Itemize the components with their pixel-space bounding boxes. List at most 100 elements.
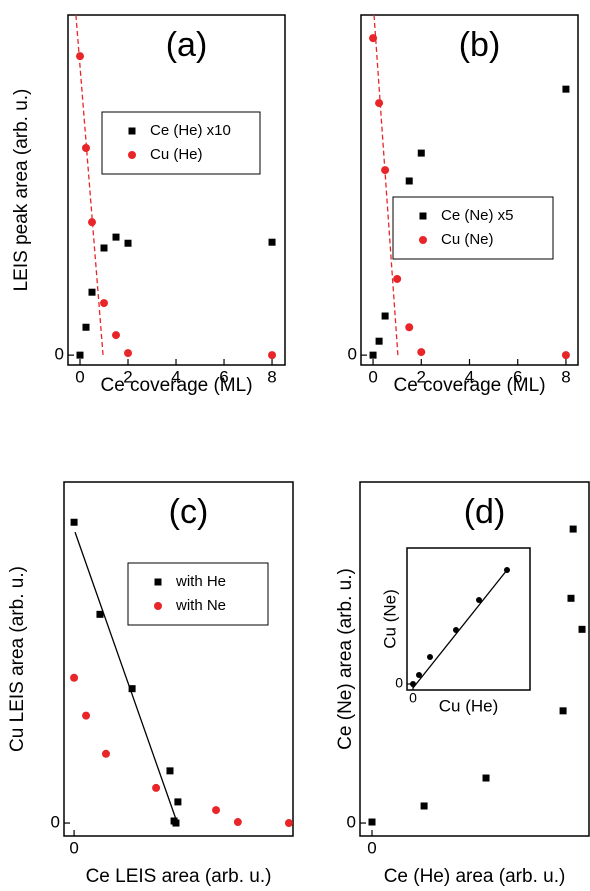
data-point — [369, 34, 378, 43]
x-tick-label: 0 — [367, 838, 376, 857]
data-point — [88, 288, 96, 296]
y-tick-label: 0 — [348, 345, 357, 364]
data-point — [578, 625, 586, 633]
plot-frame — [360, 14, 579, 366]
panel: 0 2 4 6 8 0 (a) Ce coverage (ML) LEIS peak area … — [11, 14, 286, 396]
data-point — [569, 525, 577, 533]
panel-title: (b) — [459, 26, 501, 64]
panel: 00(d)Ce (He) area (arb. u.)Ce (Ne) area … — [335, 481, 590, 887]
data-point — [369, 351, 377, 359]
data-point — [96, 610, 104, 618]
legend: Ce (He) x10 Cu (He) — [101, 111, 261, 175]
x-tick-label: 2 — [123, 367, 132, 386]
data-point — [76, 52, 85, 61]
fit-line — [75, 14, 104, 356]
data-point — [393, 274, 402, 283]
data-point — [88, 218, 97, 227]
legend-label: with Ne — [175, 597, 226, 614]
data-point — [476, 597, 482, 603]
data-point — [100, 299, 109, 308]
panel-title: (a) — [166, 26, 208, 64]
legend-marker — [419, 236, 427, 244]
data-point — [268, 351, 277, 360]
x-axis-label: Ce coverage (ML) — [393, 375, 545, 396]
data-point — [482, 774, 490, 782]
legend-label: with He — [175, 573, 226, 590]
fit-line — [373, 14, 399, 356]
data-point — [368, 818, 376, 826]
legend-box — [101, 111, 261, 175]
legend-label: Ce (Ne) x5 — [441, 207, 514, 224]
legend-marker — [128, 151, 136, 159]
data-point — [375, 99, 384, 108]
x-axis-label: Cu (He) — [439, 696, 499, 715]
x-tick-label: 0 — [69, 838, 78, 857]
data-point — [100, 244, 108, 252]
legend-marker — [128, 127, 136, 135]
data-point — [375, 337, 383, 345]
y-axis-label: Cu LEIS area (arb. u.) — [7, 566, 28, 752]
data-point — [128, 685, 136, 693]
data-point — [405, 177, 413, 185]
data-point — [82, 323, 90, 331]
x-tick-label: 4 — [465, 367, 474, 386]
data-point — [70, 518, 78, 526]
legend-label: Cu (Ne) — [441, 231, 494, 248]
data-point — [174, 798, 182, 806]
x-axis-label: Ce LEIS area (arb. u.) — [86, 866, 272, 887]
x-tick-label: 0 — [75, 367, 84, 386]
data-point — [112, 233, 120, 241]
legend-box — [392, 196, 554, 260]
data-point — [381, 166, 390, 175]
x-tick-label: 4 — [171, 367, 180, 386]
data-point — [453, 627, 459, 633]
y-tick-label: 0 — [395, 675, 403, 691]
data-point — [562, 85, 570, 93]
x-tick-label: 6 — [513, 367, 522, 386]
legend-marker — [154, 578, 162, 586]
data-point — [172, 819, 180, 827]
data-point — [166, 767, 174, 775]
y-tick-label: 0 — [55, 345, 64, 364]
panel: 00 (c) Ce LEIS area (arb. u.) Cu LEIS area … — [7, 481, 294, 887]
legend-box — [127, 562, 269, 626]
data-point — [504, 567, 510, 573]
data-point — [561, 351, 570, 360]
data-point — [233, 818, 242, 827]
panel-title: (c) — [169, 493, 209, 531]
data-point — [405, 323, 414, 332]
legend-label: Cu (He) — [150, 146, 203, 163]
data-point — [82, 143, 91, 152]
data-point — [559, 707, 567, 715]
fit-line — [74, 531, 178, 823]
x-tick-label: 0 — [368, 367, 377, 386]
y-axis-label: Ce (Ne) area (arb. u.) — [335, 568, 356, 750]
data-point — [268, 238, 276, 246]
panel: 0 2 4 6 8 0 (b) Ce coverage (ML) Ce (Ne) x5 Cu (N… — [348, 14, 579, 396]
data-point — [284, 819, 293, 828]
panel-title: (d) — [464, 493, 506, 531]
y-tick-label: 0 — [347, 813, 356, 832]
data-point — [427, 654, 433, 660]
y-axis-label: Cu (Ne) — [380, 589, 399, 649]
inset: 00 Cu (He) Cu (Ne) — [380, 547, 531, 715]
data-point — [124, 349, 133, 358]
data-point — [416, 672, 422, 678]
data-point — [101, 749, 110, 758]
data-point — [152, 783, 161, 792]
data-point — [82, 711, 91, 720]
data-point — [70, 673, 79, 682]
data-point — [420, 802, 428, 810]
data-point — [112, 331, 121, 340]
legend-marker — [419, 212, 427, 220]
x-tick-label: 0 — [409, 690, 417, 706]
data-point — [212, 806, 221, 815]
legend-marker — [154, 602, 162, 610]
x-tick-label: 8 — [561, 367, 570, 386]
y-axis-label: LEIS peak area (arb. u.) — [11, 89, 32, 292]
plot-frame — [63, 481, 294, 837]
x-tick-label: 6 — [219, 367, 228, 386]
data-point — [124, 239, 132, 247]
data-point — [410, 681, 416, 687]
